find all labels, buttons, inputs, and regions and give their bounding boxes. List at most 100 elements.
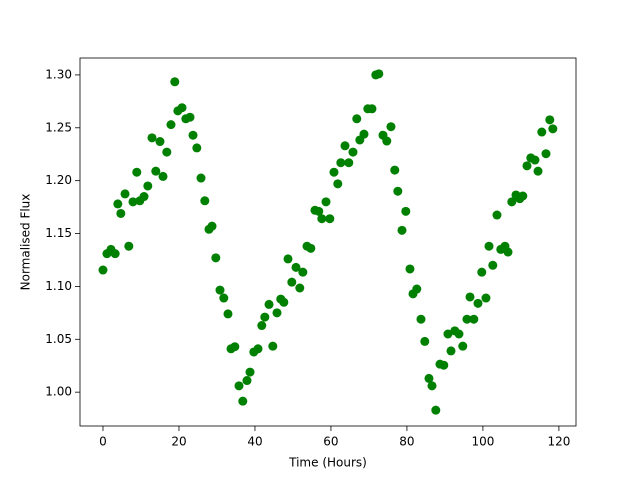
scatter-point <box>393 186 403 196</box>
scatter-point <box>533 166 543 176</box>
scatter-point <box>446 346 456 356</box>
scatter-point <box>518 191 528 201</box>
scatter-point <box>321 197 331 207</box>
scatter-point <box>257 321 267 331</box>
scatter-point <box>242 376 252 386</box>
scatter-point <box>462 314 472 324</box>
scatter-point <box>234 381 244 391</box>
scatter-point <box>420 336 430 346</box>
scatter-point <box>113 199 123 209</box>
x-tick-label: 0 <box>99 435 107 449</box>
y-tick-label: 1.05 <box>45 332 72 346</box>
scatter-point <box>291 262 301 272</box>
scatter-point <box>298 267 308 277</box>
x-tick-label: 100 <box>471 435 494 449</box>
scatter-point <box>390 165 400 175</box>
scatter-point <box>110 249 120 259</box>
scatter-point <box>548 124 558 134</box>
scatter-point <box>333 179 343 189</box>
scatter-point <box>541 149 551 159</box>
scatter-point <box>295 283 305 293</box>
scatter-point <box>268 341 278 351</box>
scatter-point <box>488 260 498 270</box>
scatter-point <box>530 155 540 165</box>
y-axis-label: Normalised Flux <box>19 194 33 291</box>
scatter-point <box>272 308 282 318</box>
scatter-point <box>329 167 339 177</box>
plot-frame <box>79 57 577 427</box>
scatter-point <box>185 112 195 122</box>
y-tick-label: 1.00 <box>45 385 72 399</box>
scatter-point <box>151 166 161 176</box>
scatter-point <box>128 197 138 207</box>
scatter-point <box>454 329 464 339</box>
scatter-point <box>223 309 233 319</box>
scatter-point <box>143 181 153 191</box>
y-tick-label: 1.25 <box>45 120 72 134</box>
x-axis-label: Time (Hours) <box>288 456 367 470</box>
x-tick-label: 40 <box>247 435 262 449</box>
scatter-point <box>116 208 126 218</box>
y-tick-label: 1.10 <box>45 279 72 293</box>
scatter-point <box>230 342 240 352</box>
scatter-point <box>177 103 187 113</box>
scatter-point <box>196 173 206 183</box>
y-tick-label: 1.20 <box>45 173 72 187</box>
scatter-point <box>537 127 547 137</box>
scatter-point <box>283 254 293 264</box>
scatter-point <box>238 396 248 406</box>
scatter-point <box>325 214 335 224</box>
scatter-point <box>439 360 449 370</box>
scatter-point <box>287 277 297 287</box>
scatter-point <box>279 297 289 307</box>
scatter-point <box>386 122 396 132</box>
scatter-point <box>458 341 468 351</box>
scatter-point <box>155 137 165 147</box>
y-tick-label: 1.15 <box>45 226 72 240</box>
scatter-point <box>120 189 130 199</box>
scatter-point <box>98 265 108 275</box>
scatter-point <box>188 130 198 140</box>
scatter-point <box>317 214 327 224</box>
scatter-point <box>427 381 437 391</box>
scatter-point <box>443 329 453 339</box>
scatter-point <box>401 206 411 216</box>
scatter-point <box>359 129 369 139</box>
scatter-point <box>507 197 517 207</box>
scatter-point <box>219 293 229 303</box>
scatter-point <box>340 141 350 151</box>
scatter-point <box>344 158 354 168</box>
scatter-point <box>348 147 358 157</box>
scatter-point <box>405 264 415 274</box>
scatter-point <box>264 299 274 309</box>
scatter-point <box>545 115 555 125</box>
scatter-point <box>147 133 157 143</box>
scatter-point <box>200 196 210 206</box>
scatter-point <box>473 298 483 308</box>
scatter-point <box>245 367 255 377</box>
x-tick-label: 120 <box>547 435 570 449</box>
scatter-point <box>416 314 426 324</box>
scatter-point <box>374 69 384 79</box>
x-tick-label: 20 <box>171 435 186 449</box>
scatter-point <box>170 77 180 87</box>
scatter-point <box>522 161 532 171</box>
scatter-point <box>352 114 362 124</box>
scatter-point <box>465 292 475 302</box>
scatter-point <box>431 405 441 415</box>
scatter-point <box>412 284 422 294</box>
scatter-point <box>207 221 217 231</box>
x-tick-label: 60 <box>323 435 338 449</box>
scatter-point <box>139 192 149 202</box>
scatter-point <box>314 206 324 216</box>
scatter-point <box>469 314 479 324</box>
scatter-point <box>492 210 502 220</box>
scatter-point <box>503 247 513 257</box>
y-tick-label: 1.30 <box>45 67 72 81</box>
scatter-point <box>132 167 142 177</box>
scatter-point <box>211 253 221 263</box>
scatter-point <box>162 147 172 157</box>
scatter-point <box>336 158 346 168</box>
scatter-point <box>306 243 316 253</box>
